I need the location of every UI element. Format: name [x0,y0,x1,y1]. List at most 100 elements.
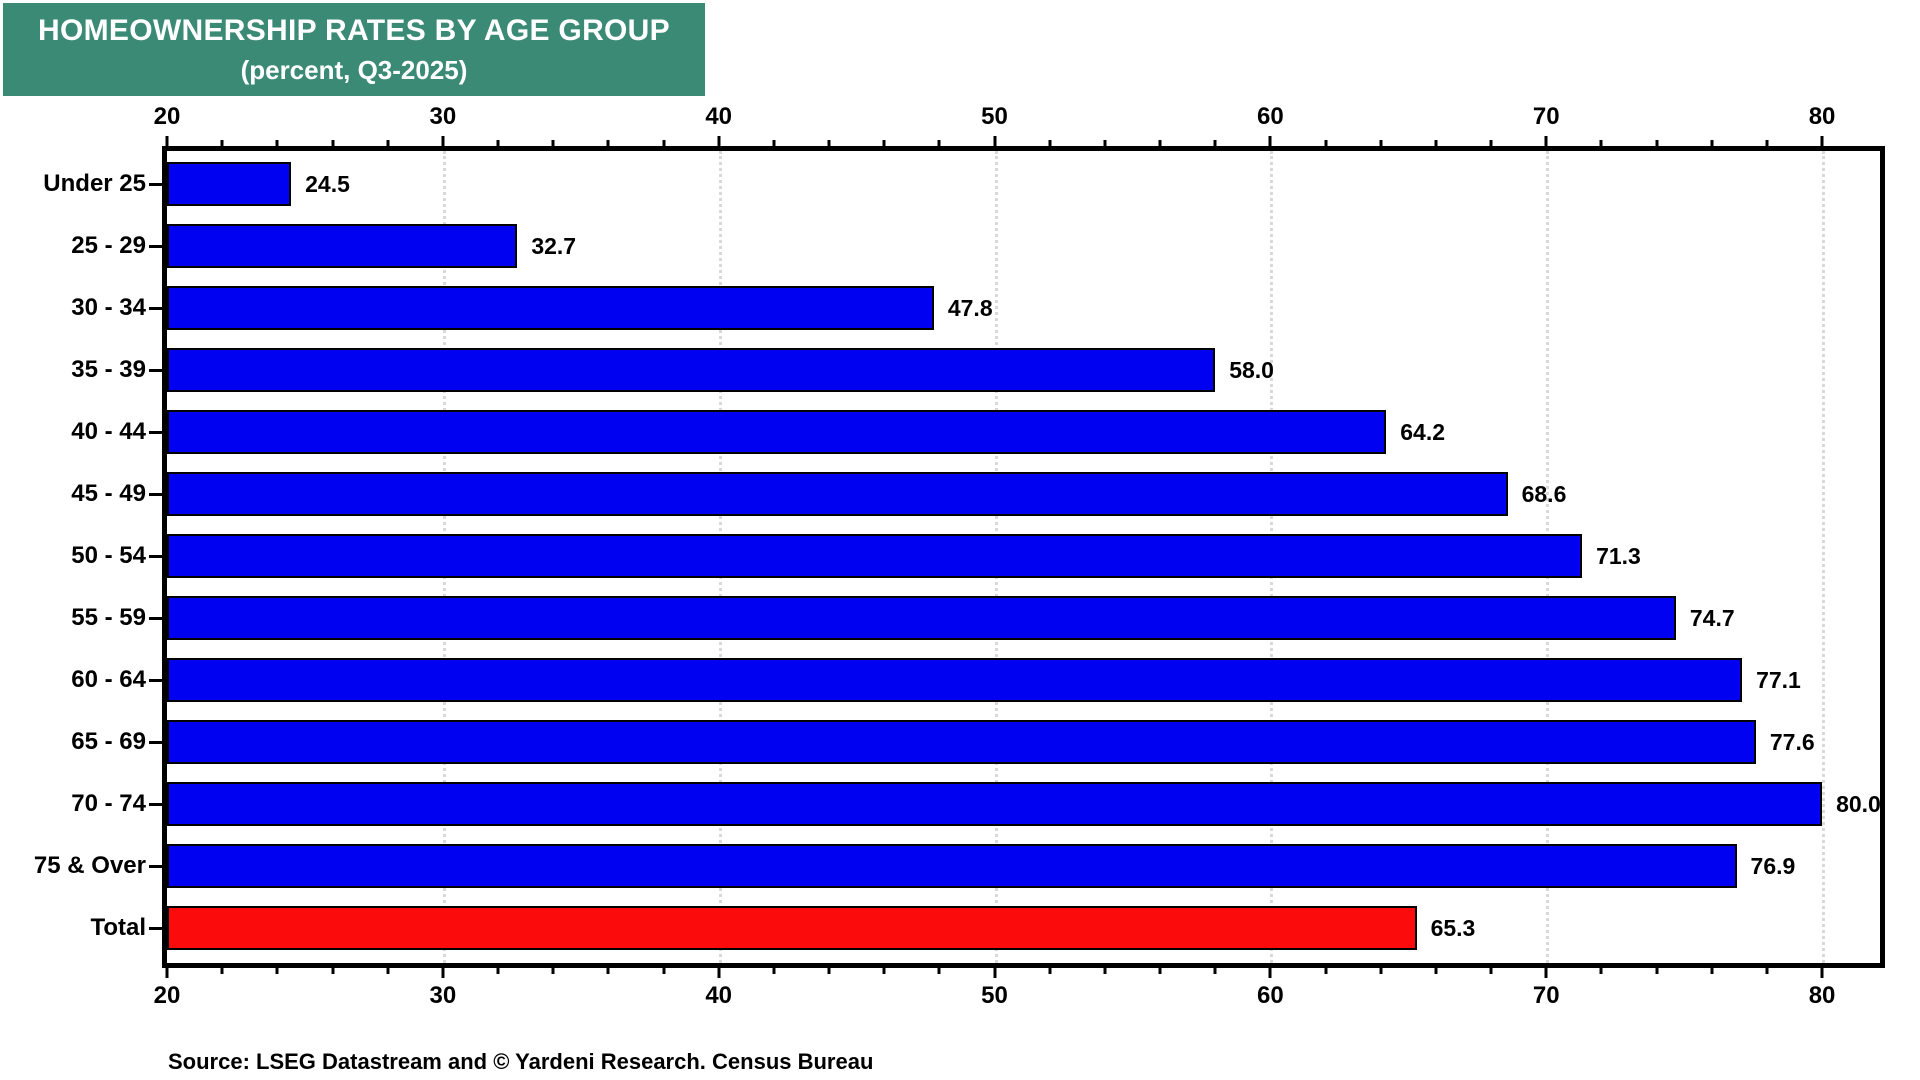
x-tick-top [1324,140,1328,146]
category-label: 70 - 74 [71,790,146,817]
bar [167,224,518,268]
x-tick-top [937,140,941,146]
x-tick-bottom [441,968,445,978]
category-tick-row [149,773,162,835]
x-tick-top [441,136,445,146]
x-tick-bottom [220,968,224,974]
bar [167,472,1508,516]
x-tick-label-bottom: 50 [981,982,1008,1009]
category-tick-row [149,835,162,897]
bar-row: 68.6 [167,463,1880,525]
x-tick-top [717,136,721,146]
x-tick-top [1599,140,1603,146]
category-tick-row [149,339,162,401]
bar-row: 71.3 [167,525,1880,587]
bar-series: 24.5 32.7 47.8 58.0 64.2 68.6 71.3 74.7 77.1 77.6… [167,151,1881,963]
x-tick-bottom [993,968,997,978]
category-tick [149,182,162,186]
category-label: 25 - 29 [71,232,146,259]
category-tick [149,554,162,558]
bar-value-label: 76.9 [1750,853,1796,879]
category-tick [149,802,162,806]
category-label: 75 & Over [33,852,146,879]
x-tick-top [165,136,169,146]
category-label: 45 - 49 [71,480,146,507]
x-tick-label-bottom: 80 [1808,982,1836,1009]
bar-row: 77.1 [167,649,1880,711]
category-tick [149,430,162,434]
category-tick-row [149,711,162,773]
category-label: 30 - 34 [71,294,146,321]
source-note: Source: LSEG Datastream and © Yardeni Re… [168,1049,874,1074]
x-tick-top [606,140,610,146]
x-tick-top [496,140,500,146]
bar-row: 77.6 [167,711,1880,773]
x-tick-bottom [1158,968,1162,974]
bar-value-label: 47.8 [947,295,993,321]
category-tick [149,740,162,744]
category-tick-row [149,277,162,339]
bar-row: 80.0 [167,773,1881,835]
x-tick-bottom [662,968,666,974]
x-tick-label-top: 20 [153,103,181,130]
x-tick-top [1489,140,1493,146]
category-label: 55 - 59 [71,604,146,631]
x-tick-bottom [1324,968,1328,974]
category-tick [149,368,162,372]
bar-value-label: 32.7 [531,233,577,259]
bar [167,286,934,330]
x-tick-bottom [1655,968,1659,974]
bar-value-label: 68.6 [1521,481,1567,507]
x-tick-top [882,140,886,146]
x-tick-top [275,140,279,146]
category-tick [149,616,162,620]
bar [167,534,1583,578]
bar-value-label: 74.7 [1689,605,1735,631]
bar [167,720,1756,764]
x-tick-label-top: 70 [1532,103,1560,130]
x-tick-top [1268,136,1272,146]
x-tick-top [1103,140,1107,146]
x-tick-bottom [1268,968,1272,978]
bar-row: 65.3 [167,897,1880,959]
x-tick-label-bottom: 30 [429,982,457,1009]
x-tick-label-bottom: 20 [153,982,181,1009]
category-label: 65 - 69 [71,728,146,755]
x-tick-top [220,140,224,146]
x-tick-bottom [1599,968,1603,974]
bar [167,844,1737,888]
category-tick-row [149,401,162,463]
x-tick-label-top: 80 [1808,103,1836,130]
x-tick-top [772,140,776,146]
x-tick-bottom [1710,968,1714,974]
category-label: Under 25 [43,170,146,197]
x-tick-bottom [717,968,721,978]
x-tick-bottom [496,968,500,974]
x-tick-top [662,140,666,146]
chart-title: HOMEOWNERSHIP RATES BY AGE GROUP [38,13,670,47]
x-tick-label-top: 30 [429,103,457,130]
gridline [1822,151,1826,963]
total-bar [167,906,1417,950]
y-axis-ticks [149,151,162,959]
x-tick-label-bottom: 60 [1257,982,1284,1009]
bar-value-label: 77.6 [1769,729,1815,755]
bar-value-label: 58.0 [1229,357,1274,383]
x-tick-top [1213,140,1217,146]
bar-row: 32.7 [167,215,1880,277]
x-tick-top [1158,140,1162,146]
bar-row: 58.0 [167,339,1880,401]
bar-value-label: 24.5 [305,171,350,197]
category-tick [149,926,162,930]
category-tick [149,678,162,682]
x-tick-top [1379,140,1383,146]
x-tick-top [386,140,390,146]
category-tick-row [149,649,162,711]
bar [167,162,292,206]
bar-value-label: 71.3 [1596,543,1641,569]
x-axis-top: 20 30 40 50 60 70 80 [154,96,1880,146]
bar-row: 74.7 [167,587,1880,649]
x-tick-bottom [386,968,390,974]
x-tick-label-top: 40 [705,103,733,130]
bar [167,596,1676,640]
